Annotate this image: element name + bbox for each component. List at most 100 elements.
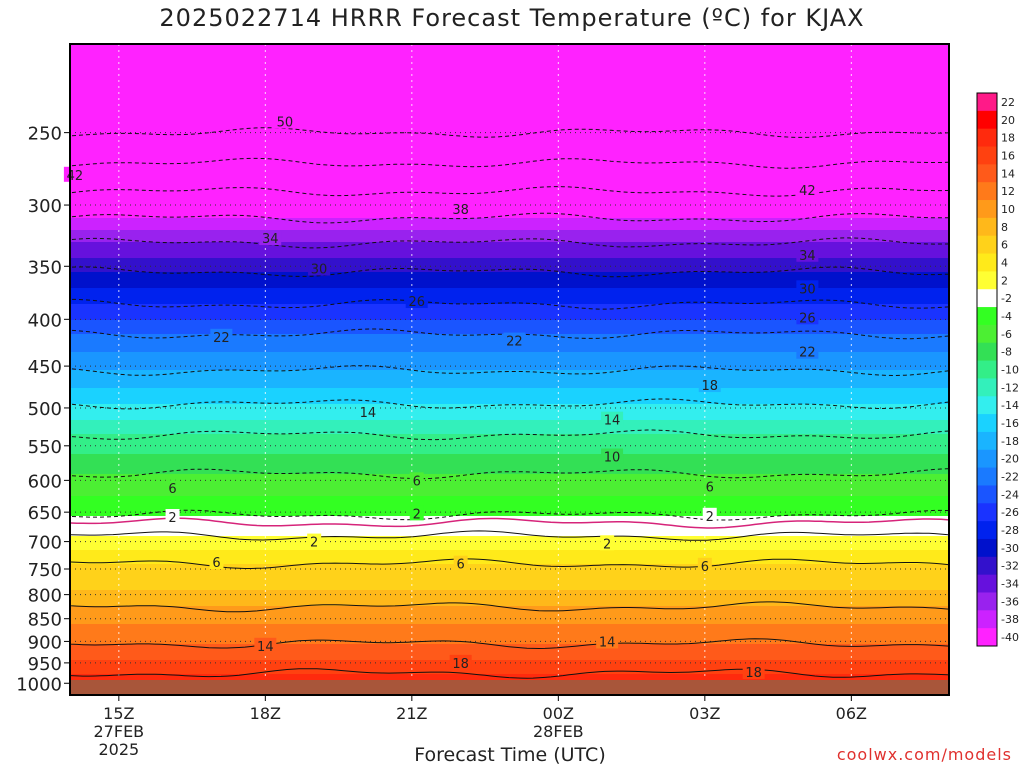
temperature-band <box>70 100 949 103</box>
temperature-band <box>70 480 949 483</box>
temperature-band <box>70 202 949 205</box>
x-tick-label: 00Z <box>543 704 574 723</box>
x-tick-label: 15Z <box>103 704 134 723</box>
contour-label: 18 <box>701 379 718 394</box>
temperature-band <box>70 408 949 411</box>
temperature-band <box>70 618 949 621</box>
temperature-band <box>70 322 949 325</box>
isotherm-line <box>70 468 949 480</box>
temperature-band <box>70 608 949 611</box>
temperature-band <box>70 594 949 597</box>
temperature-band <box>70 454 949 457</box>
x-tick-label: 06Z <box>836 704 867 723</box>
temperature-band <box>70 176 949 179</box>
temperature-band <box>70 252 949 255</box>
contour-label-bg <box>453 555 468 571</box>
temperature-band <box>70 246 949 249</box>
temperature-band <box>70 220 949 223</box>
temperature-band <box>70 204 949 207</box>
colorbar-label: -8 <box>1001 346 1012 359</box>
colorbar-swatch <box>977 431 997 451</box>
contour-label-bg <box>796 343 819 359</box>
temperature-band <box>70 466 949 469</box>
contour-label-bg <box>698 377 721 393</box>
temperature-band <box>70 488 949 491</box>
temperature-band <box>70 426 949 429</box>
temperature-band <box>70 282 949 285</box>
temperature-band <box>70 210 949 213</box>
temperature-band <box>70 232 949 235</box>
colorbar-label: -36 <box>1001 595 1019 608</box>
temperature-band <box>70 662 949 665</box>
temperature-band <box>70 226 949 229</box>
temperature-band <box>70 394 949 397</box>
temperature-band <box>70 308 949 311</box>
temperature-band <box>70 172 949 175</box>
isotherm-line <box>70 429 949 441</box>
y-tick-label: 500 <box>28 399 62 420</box>
colorbar-swatch <box>977 628 997 647</box>
colorbar-label: 16 <box>1001 149 1015 162</box>
colorbar-label: 2 <box>1001 274 1008 287</box>
colorbar-label: -22 <box>1001 471 1019 484</box>
temperature-band <box>70 130 949 133</box>
y-tick-label: 300 <box>28 196 62 217</box>
colorbar-label: 6 <box>1001 239 1008 252</box>
temperature-band <box>70 632 949 635</box>
temperature-band <box>70 378 949 381</box>
temperature-band <box>70 156 949 159</box>
temperature-band <box>70 494 949 497</box>
temperature-band <box>70 350 949 353</box>
temperature-band <box>70 566 949 569</box>
temperature-band <box>70 154 949 157</box>
temperature-band <box>70 266 949 269</box>
temperature-band <box>70 536 949 539</box>
contour-label-bg <box>165 480 180 496</box>
colorbar-label: -2 <box>1001 292 1012 305</box>
temperature-band <box>70 496 949 499</box>
temperature-band <box>70 626 949 629</box>
temperature-band <box>70 550 949 553</box>
temperature-band <box>70 542 949 545</box>
colorbar-label: -6 <box>1001 328 1012 341</box>
temperature-band <box>70 612 949 615</box>
temperature-band <box>70 582 949 585</box>
contour-label-bg <box>601 411 624 427</box>
colorbar-swatch <box>977 485 997 504</box>
colorbar-swatch <box>977 467 997 486</box>
temperature-band <box>70 96 949 99</box>
temperature-band <box>70 354 949 357</box>
temperature-band <box>70 50 949 53</box>
temperature-band <box>70 44 949 47</box>
temperature-band <box>70 82 949 85</box>
temperature-band <box>70 562 949 565</box>
temperature-band <box>70 356 949 359</box>
temperature-band <box>70 274 949 277</box>
temperature-band <box>70 370 949 373</box>
temperature-band <box>70 448 949 451</box>
temperature-band <box>70 492 949 495</box>
temperature-band <box>70 476 949 479</box>
colorbar-label: -14 <box>1001 399 1019 412</box>
temperature-fill <box>70 44 949 695</box>
temperature-band <box>70 170 949 173</box>
temperature-band <box>70 148 949 151</box>
temperature-band <box>70 164 949 167</box>
contour-label: 6 <box>413 474 421 489</box>
contour-label: 2 <box>603 537 611 552</box>
temperature-band <box>70 286 949 289</box>
temperature-band <box>70 464 949 467</box>
temperature-band <box>70 180 949 183</box>
temperature-band <box>70 88 949 91</box>
isotherm-line <box>70 668 949 679</box>
temperature-band <box>70 588 949 591</box>
temperature-band <box>70 58 949 61</box>
temperature-band <box>70 668 949 671</box>
temperature-band <box>70 330 949 333</box>
temperature-band <box>70 116 949 119</box>
colorbar-swatch <box>977 610 997 629</box>
temperature-band <box>70 182 949 185</box>
colorbar-swatch <box>977 93 997 112</box>
temperature-band <box>70 106 949 109</box>
